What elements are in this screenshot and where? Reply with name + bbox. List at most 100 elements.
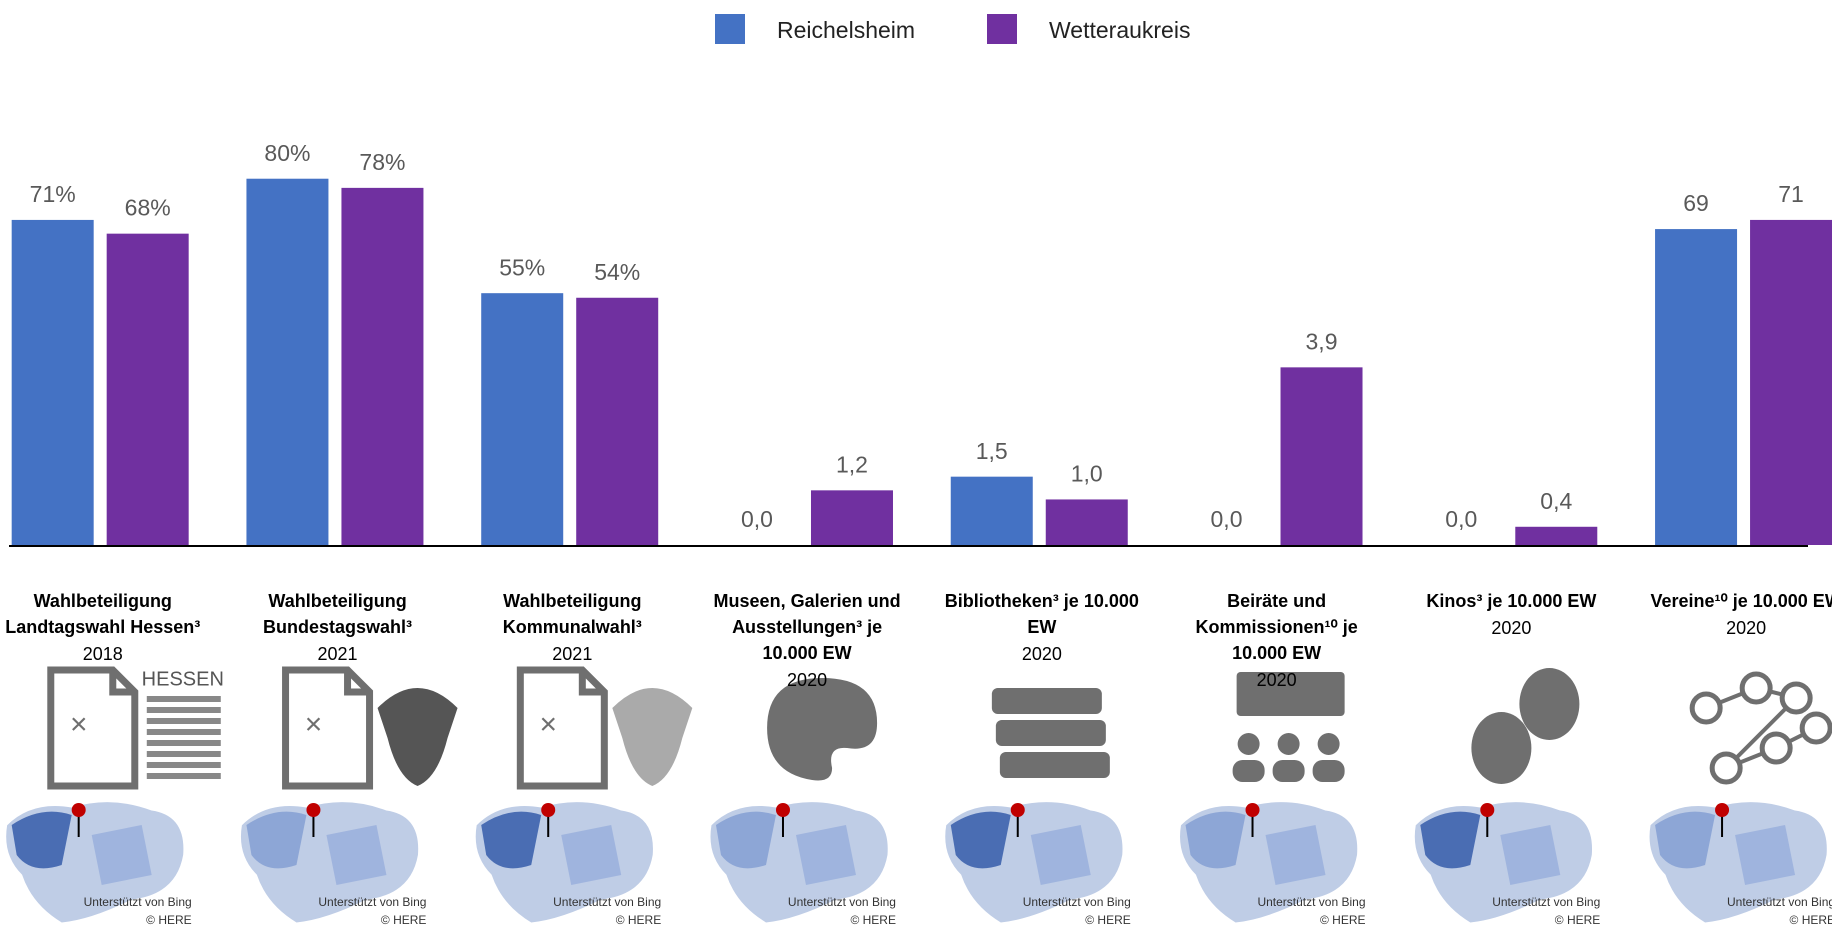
value-label: 69 <box>1683 190 1709 216</box>
network-node <box>1799 711 1832 745</box>
category-label: Vereine¹⁰ je 10.000 EW <box>1650 591 1832 611</box>
year-label: 2021 <box>552 644 593 664</box>
logo-stripe <box>146 718 221 724</box>
ballot-x: × <box>305 708 323 741</box>
map-region <box>1265 825 1326 885</box>
category-label: Museen, Galerien und Ausstellungen³ je 1… <box>713 591 901 663</box>
bar <box>810 490 893 545</box>
ballot-icon <box>282 666 374 790</box>
map-attribution: Unterstützt von Bing <box>787 895 896 909</box>
year-label: 2020 <box>1021 644 1062 664</box>
value-label: 71% <box>30 181 76 207</box>
year-label: 2020 <box>1491 618 1532 638</box>
map-region <box>950 811 1011 869</box>
icon <box>991 688 1110 778</box>
map-pin-head <box>1010 803 1025 817</box>
category-label: Wahlbeteiligung Bundestagswahl³ <box>263 591 413 637</box>
value-label: 1,0 <box>1071 461 1103 487</box>
value-label: 1,5 <box>976 438 1008 464</box>
logo-stripe <box>146 729 221 735</box>
icon <box>767 678 878 781</box>
map-region <box>91 825 152 885</box>
map-attribution: © HERE <box>380 913 427 927</box>
person-body <box>1232 760 1265 782</box>
logo-stripe <box>146 762 221 768</box>
map-attribution: Unterstützt von Bing <box>553 895 662 909</box>
bar <box>950 476 1033 545</box>
map-attribution: Unterstützt von Bing <box>1492 895 1601 909</box>
map-pin-head <box>306 803 321 817</box>
map-attribution: Unterstützt von Bing <box>83 895 192 909</box>
map-region <box>1735 825 1796 885</box>
bar <box>106 233 189 546</box>
map-region <box>11 811 72 869</box>
icon <box>1232 672 1345 782</box>
logo-stripe <box>146 707 221 713</box>
category-label: Kinos³ je 10.000 EW <box>1426 591 1597 611</box>
bar <box>1515 526 1598 545</box>
map-pin-head <box>71 803 86 817</box>
bar <box>1655 229 1738 546</box>
icon <box>1471 668 1580 784</box>
bar <box>1045 499 1128 545</box>
year-label: 2020 <box>787 670 828 690</box>
person-head <box>1277 733 1300 755</box>
person-body <box>1272 760 1305 782</box>
icon <box>1689 671 1832 785</box>
bar <box>1750 219 1832 545</box>
hessen-logo-text: HESSEN <box>142 668 224 690</box>
bar <box>1280 367 1363 545</box>
map-region <box>1500 825 1561 885</box>
legend-swatch <box>715 14 745 44</box>
network-node <box>1709 751 1743 785</box>
network-node <box>1689 691 1723 725</box>
icon: × HESSEN <box>47 666 224 790</box>
map-region <box>481 811 542 869</box>
value-label: 78% <box>359 149 405 175</box>
map-region <box>1655 811 1716 869</box>
map-pin-head <box>1245 803 1260 817</box>
person-head <box>1237 733 1260 755</box>
book <box>991 688 1102 714</box>
map-attribution: Unterstützt von Bing <box>1726 895 1832 909</box>
map <box>1413 801 1593 924</box>
map-region <box>326 825 387 885</box>
value-label: 3,9 <box>1306 328 1338 354</box>
value-label: 0,0 <box>741 506 773 532</box>
bar <box>11 219 94 545</box>
ballot-x: × <box>70 708 88 741</box>
logo-stripe <box>146 696 221 702</box>
logo-stripe <box>146 751 221 757</box>
bar <box>341 187 424 545</box>
bar <box>576 297 659 545</box>
icon: × <box>282 666 458 790</box>
legend-label: Reichelsheim <box>777 17 915 43</box>
value-label: 54% <box>594 259 640 285</box>
map-pin-head <box>775 803 790 817</box>
logo-stripe <box>146 773 221 779</box>
value-label: 55% <box>499 254 545 280</box>
bar <box>481 293 564 545</box>
bar <box>246 178 329 545</box>
category-label: Wahlbeteiligung Landtagswahl Hessen³ <box>5 591 201 637</box>
map-region <box>1185 811 1246 869</box>
map-attribution: © HERE <box>615 913 662 927</box>
category-label: Wahlbeteiligung Kommunalwahl³ <box>502 591 642 637</box>
map <box>1179 801 1359 924</box>
icon: × <box>516 666 693 790</box>
map-pin-head <box>541 803 556 817</box>
mask <box>1471 712 1532 784</box>
legend-swatch <box>987 14 1017 44</box>
speech <box>1236 672 1345 716</box>
map-attribution: © HERE <box>1789 913 1832 927</box>
value-label: 0,0 <box>1445 506 1477 532</box>
map-attribution: Unterstützt von Bing <box>1257 895 1366 909</box>
map-attribution: © HERE <box>1554 913 1601 927</box>
map-attribution: Unterstützt von Bing <box>1022 895 1131 909</box>
map-region <box>1030 825 1091 885</box>
map-region <box>715 811 776 869</box>
network-node <box>1759 731 1793 765</box>
ballot-icon <box>47 666 139 790</box>
